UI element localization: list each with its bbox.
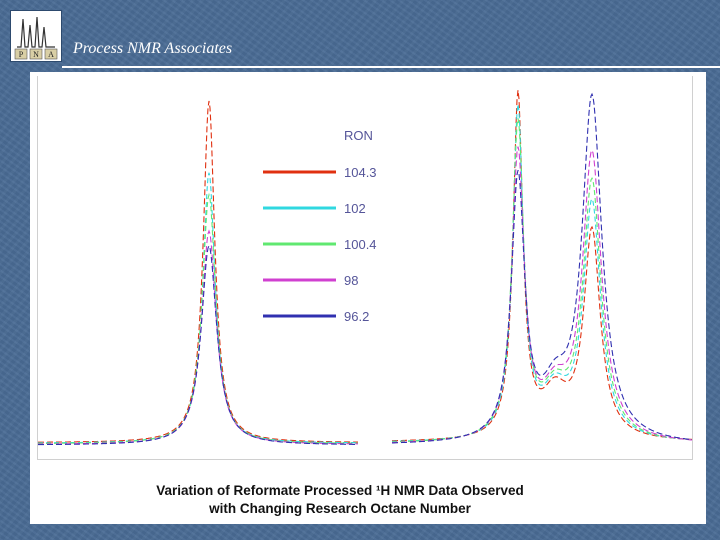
slide-panel: [30, 72, 706, 524]
legend-label-98: 98: [344, 273, 358, 288]
company-logo: P N A: [10, 10, 62, 62]
series-line-right-100.4: [391, 118, 693, 443]
series-line-left-104.3: [38, 100, 358, 443]
logo-letter-a: A: [48, 50, 54, 59]
series-line-left-102: [38, 172, 358, 444]
legend-label-102: 102: [344, 201, 366, 216]
series-line-left-96.2: [38, 244, 358, 446]
legend-label-104.3: 104.3: [344, 165, 377, 180]
header-title: Process NMR Associates: [73, 40, 233, 57]
legend-title: RON: [344, 128, 373, 143]
series-line-right-102: [392, 104, 693, 442]
legend-label-100.4: 100.4: [344, 237, 377, 252]
caption-line-1: Variation of Reformate Processed ¹H NMR …: [156, 483, 524, 498]
series-line-right-104.3: [392, 90, 693, 442]
legend-label-96.2: 96.2: [344, 309, 369, 324]
plot-area: [37, 76, 693, 460]
series-line-right-98: [392, 146, 693, 443]
caption-line-2: with Changing Research Octane Number: [209, 501, 471, 516]
series-line-right-96.2: [392, 92, 693, 444]
header-rule: [62, 66, 720, 68]
logo-letter-p: P: [19, 50, 24, 59]
logo-letter-n: N: [33, 50, 39, 59]
series-line-left-100.4: [38, 192, 358, 444]
chart-caption: Variation of Reformate Processed ¹H NMR …: [130, 482, 550, 518]
